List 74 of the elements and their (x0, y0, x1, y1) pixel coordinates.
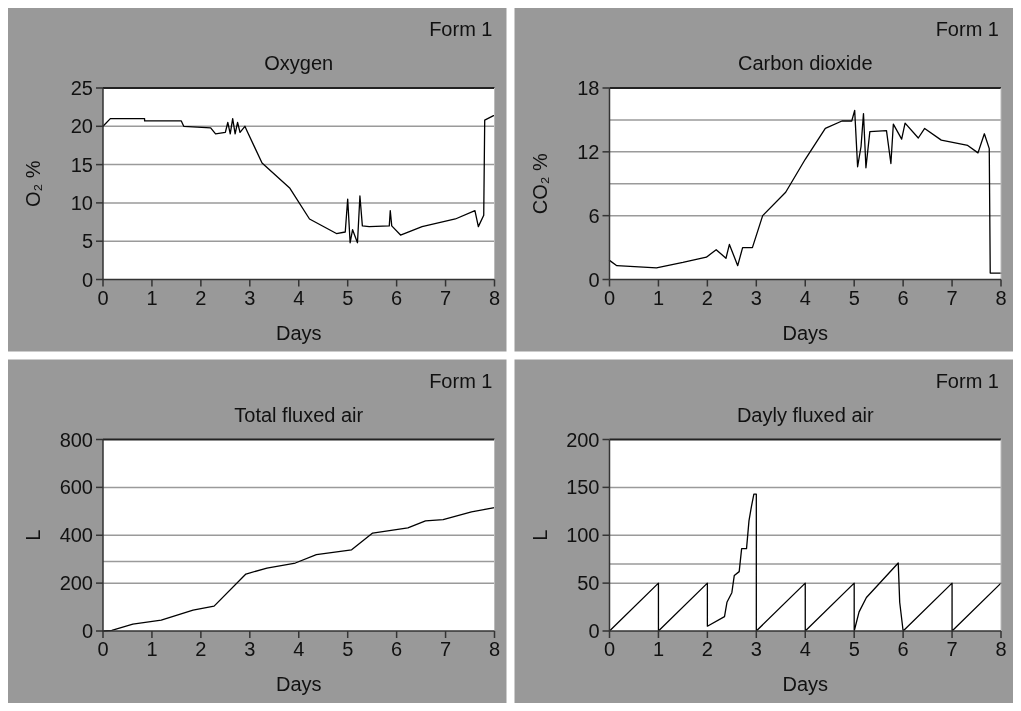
y-tick-label: 600 (59, 476, 93, 499)
y-tick-label: 100 (566, 524, 600, 547)
x-tick-label: 5 (342, 638, 354, 660)
y-tick-label: 50 (577, 572, 600, 595)
x-axis-title: Days (275, 321, 322, 344)
chart-title: Oxygen (264, 52, 334, 74)
x-tick-label: 7 (440, 638, 452, 660)
chart-title: Carbon dioxide (737, 52, 873, 74)
x-tick-label: 3 (244, 286, 256, 309)
x-tick-label: 3 (244, 638, 256, 660)
y-tick-label: 10 (70, 191, 93, 214)
x-tick-label: 7 (946, 286, 958, 309)
x-axis-title: Days (782, 673, 829, 695)
x-tick-label: 3 (750, 638, 762, 660)
x-tick-label: 2 (195, 286, 207, 309)
y-tick-label: 800 (59, 428, 93, 451)
x-tick-label: 5 (342, 286, 354, 309)
x-tick-label: 8 (995, 286, 1007, 309)
x-tick-label: 6 (391, 638, 403, 660)
x-tick-label: 7 (946, 638, 958, 660)
x-axis-title: Days (275, 673, 322, 695)
y-tick-label: 6 (588, 204, 600, 227)
x-tick-label: 4 (799, 638, 811, 660)
x-tick-label: 2 (701, 638, 713, 660)
y-tick-label: 0 (588, 620, 600, 642)
x-tick-label: 0 (603, 286, 616, 309)
x-tick-label: 7 (440, 286, 452, 309)
x-tick-label: 8 (995, 638, 1007, 660)
x-tick-label: 1 (652, 638, 664, 660)
x-tick-label: 8 (488, 638, 501, 660)
text: Form 1 (429, 369, 493, 392)
y-axis-title: CO₂ % (528, 152, 551, 215)
x-tick-label: 2 (195, 638, 207, 660)
y-tick-label: 400 (59, 524, 93, 547)
x-tick-label: 5 (848, 286, 860, 309)
x-axis-title: Days (782, 321, 829, 344)
y-tick-label: 0 (81, 268, 93, 291)
chart-title: Dayly fluxed air (736, 403, 874, 426)
x-tick-label: 4 (293, 638, 305, 660)
x-tick-label: 6 (897, 286, 909, 309)
line-series (608, 109, 1002, 274)
y-axis-title: L (22, 529, 44, 541)
x-tick-label: 0 (603, 638, 616, 660)
x-tick-label: 8 (488, 286, 501, 309)
text: Form 1 (935, 18, 999, 40)
x-tick-label: 1 (146, 286, 158, 309)
y-axis-title: O₂ % (22, 160, 44, 208)
x-tick-label: 0 (97, 638, 109, 660)
y-tick-label: 20 (70, 115, 93, 138)
x-tick-label: 1 (146, 638, 158, 660)
y-tick-label: 150 (566, 476, 600, 499)
x-tick-label: 4 (799, 286, 811, 309)
text: Form 1 (935, 369, 999, 392)
y-tick-label: 0 (81, 620, 93, 642)
y-tick-label: 18 (577, 77, 600, 99)
text: Form 1 (429, 18, 493, 40)
x-tick-label: 6 (391, 286, 403, 309)
x-tick-label: 3 (750, 286, 762, 309)
x-tick-label: 0 (97, 286, 109, 309)
x-tick-label: 2 (701, 286, 713, 309)
y-axis-title: L (528, 529, 551, 541)
y-tick-label: 25 (70, 77, 93, 99)
y-tick-label: 5 (81, 230, 93, 253)
y-tick-label: 0 (588, 268, 600, 291)
y-tick-label: 200 (566, 428, 600, 451)
y-tick-label: 12 (577, 140, 600, 163)
y-tick-label: 200 (59, 572, 93, 595)
x-tick-label: 4 (293, 286, 305, 309)
line-series (102, 114, 495, 244)
chart-title: Total fluxed air (234, 403, 364, 426)
x-tick-label: 6 (897, 638, 909, 660)
x-tick-label: 1 (652, 286, 664, 309)
y-tick-label: 15 (70, 153, 93, 176)
x-tick-label: 5 (848, 638, 860, 660)
